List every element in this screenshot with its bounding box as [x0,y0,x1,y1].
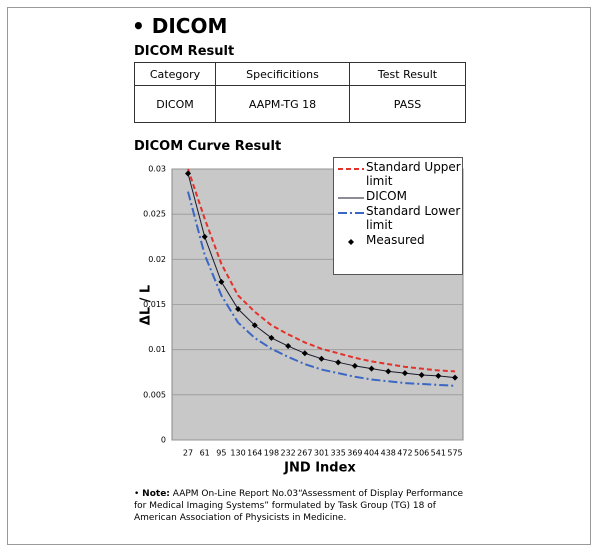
x-tick-label: 61 [200,449,210,458]
legend-item: Standard Lower limit [334,204,462,232]
y-tick-label: 0 [161,436,166,445]
note-label: Note: [142,489,170,499]
y-tick-label: 0.03 [148,165,166,174]
x-axis-label: JND Index [283,461,356,476]
frame [7,7,591,545]
x-tick-label: 301 [314,449,329,458]
y-axis-label: ΔL / L [139,285,154,325]
section-title: DICOM Curve Result [134,139,282,154]
y-tick-label: 0.02 [148,255,166,264]
data-point [185,170,191,177]
x-tick-label: 95 [216,449,226,458]
x-tick-label: 198 [264,449,279,458]
x-tick-label: 506 [414,449,429,458]
x-tick-label: 404 [364,449,379,458]
page-title: • DICOM [132,14,228,38]
data-point [385,368,392,375]
data-point [401,370,408,377]
x-tick-label: 335 [331,449,346,458]
x-tick-label: 267 [297,449,312,458]
data-point [268,334,275,341]
y-tick-label: 0.015 [143,300,166,309]
legend-item: Standard Upper limit [334,160,462,188]
column-header: Specificitions [215,62,350,86]
data-point [201,233,208,240]
result-table: Category Specificitions Test Result DICO… [134,62,466,123]
y-tick-label: 0.005 [143,390,166,399]
x-tick-label: 164 [247,449,262,458]
series-line [187,191,456,387]
cell: AAPM-TG 18 [215,85,350,123]
legend-label: DICOM [366,189,407,203]
data-point [251,322,258,329]
x-tick-label: 438 [381,449,396,458]
data-point [368,365,375,372]
legend-swatch [338,212,364,214]
legend-swatch [348,239,354,245]
x-tick-label: 232 [280,449,295,458]
data-point [218,278,225,285]
y-tick-label: 0.01 [148,345,166,354]
series-line [187,168,456,373]
data-point [301,350,308,357]
legend-label: Standard Lower limit [366,204,461,232]
data-point [351,362,358,369]
legend-swatch [338,168,364,170]
title-text: DICOM [151,14,228,38]
note: • Note: AAPM On-Line Report No.03“Assess… [134,489,464,523]
header-row: Category Specificitions Test Result [134,62,466,86]
x-tick-label: 130 [230,449,245,458]
legend-label: Measured [366,233,425,247]
data-point [318,355,325,362]
x-tick-label: 472 [397,449,412,458]
x-tick-label: 575 [447,449,462,458]
data-point [335,359,342,366]
x-tick-label: 369 [347,449,362,458]
legend-swatch [338,197,364,199]
column-header: Test Result [349,62,466,86]
y-tick-label: 0.025 [143,210,166,219]
table-row: DICOM AAPM-TG 18 PASS [134,85,466,123]
legend: Standard Upper limit DICOM Standard Lower … [333,157,463,275]
x-tick-label: 541 [431,449,446,458]
data-point [452,374,458,381]
section-title: DICOM Result [134,44,235,59]
x-tick-label: 27 [183,449,193,458]
legend-label: Standard Upper limit [366,160,461,188]
legend-item: DICOM [334,189,462,203]
data-point [435,372,442,379]
note-text: AAPM On-Line Report No.03“Assessment of … [134,489,464,523]
legend-item: Measured [334,233,462,247]
cell: PASS [349,85,466,123]
data-point [285,343,292,350]
data-point [418,371,425,378]
legend-marker [348,239,354,245]
data-point [235,306,242,313]
